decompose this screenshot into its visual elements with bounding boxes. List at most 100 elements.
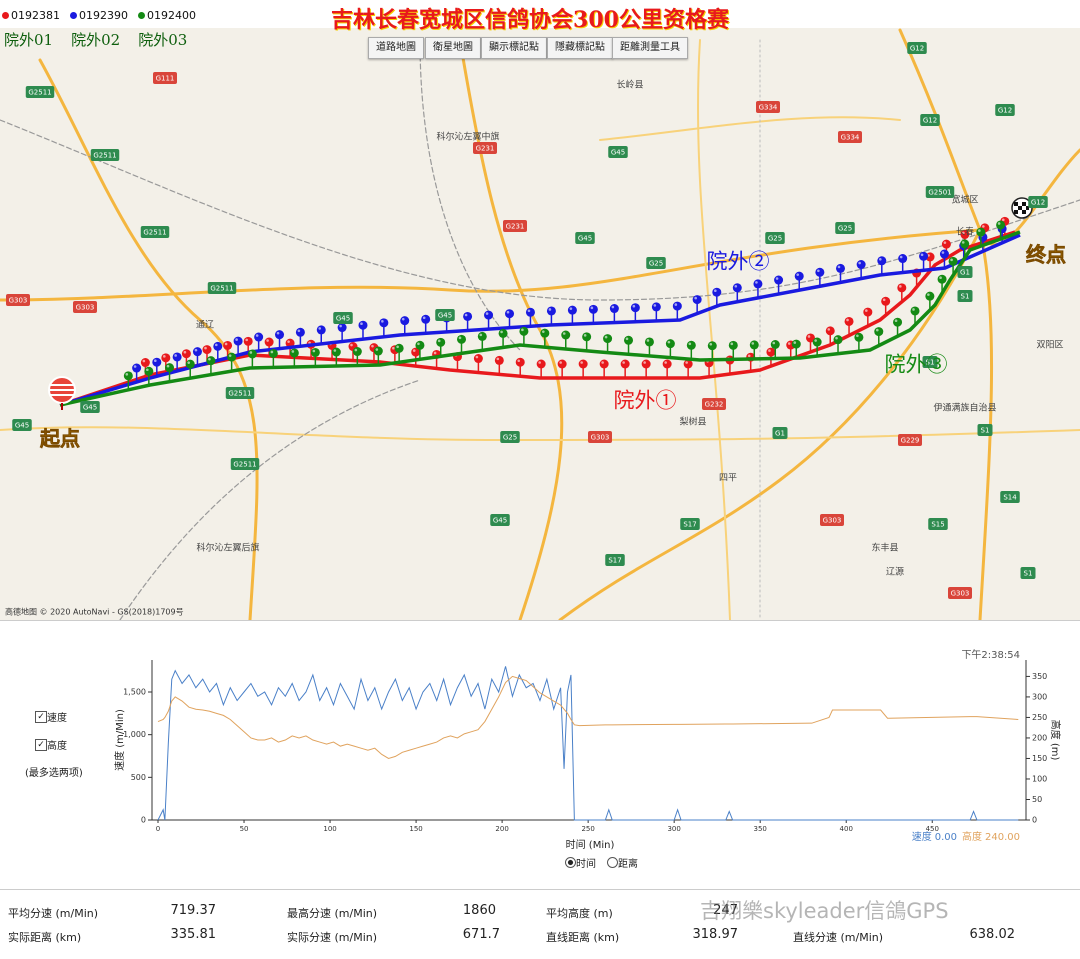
pin bbox=[937, 274, 947, 284]
map-button[interactable]: 衛星地圖 bbox=[425, 37, 481, 59]
pin bbox=[264, 337, 274, 347]
road-label: G25 bbox=[838, 225, 852, 233]
pin-shine bbox=[371, 344, 374, 348]
pin bbox=[498, 328, 508, 338]
pin bbox=[540, 328, 550, 338]
finish-icon bbox=[1011, 197, 1033, 219]
road-shield bbox=[702, 398, 726, 410]
pin-shine bbox=[590, 306, 594, 310]
road-shield bbox=[608, 146, 628, 158]
pin bbox=[897, 283, 907, 293]
place-label: 辽源 bbox=[886, 567, 904, 578]
pin-shine bbox=[688, 342, 692, 346]
map-button[interactable]: 道路地圖 bbox=[368, 37, 424, 59]
radio-dot bbox=[565, 857, 576, 868]
road-label: G1 bbox=[960, 269, 970, 277]
chart-panel bbox=[0, 620, 1080, 890]
pin-shine bbox=[646, 339, 650, 342]
pin bbox=[836, 263, 846, 273]
road-label: G12 bbox=[998, 107, 1012, 115]
road-label: G334 bbox=[759, 104, 778, 112]
pin bbox=[213, 341, 223, 351]
map-button[interactable]: 隱藏標記點 bbox=[547, 37, 613, 59]
checkbox[interactable]: ✓ 速度 bbox=[35, 709, 67, 724]
road-shield bbox=[1020, 567, 1036, 579]
road-label: G12 bbox=[923, 117, 937, 125]
pin bbox=[557, 359, 567, 369]
road-label: G2511 bbox=[228, 390, 251, 398]
pin bbox=[833, 335, 843, 345]
road-label: G25 bbox=[503, 434, 517, 442]
pin-shine bbox=[601, 361, 604, 364]
pin bbox=[172, 352, 182, 362]
road-shield bbox=[1028, 196, 1048, 208]
pin bbox=[473, 354, 483, 364]
road-shield bbox=[12, 419, 32, 431]
y2-tick-label: 200 bbox=[1032, 733, 1047, 742]
road-shield bbox=[925, 186, 955, 198]
pin bbox=[140, 358, 150, 368]
road-label: G303 bbox=[823, 517, 842, 525]
pin-shine bbox=[768, 349, 771, 352]
radio[interactable]: 距离 bbox=[607, 855, 638, 870]
pin bbox=[925, 291, 935, 301]
pin bbox=[686, 340, 696, 350]
title: 吉林长春宽城区信鸽协会300公里资格赛 bbox=[331, 7, 729, 33]
pin bbox=[337, 323, 347, 333]
map-bg bbox=[0, 0, 1080, 620]
pin bbox=[881, 296, 891, 306]
y-tick-label: 500 bbox=[131, 773, 146, 782]
road-shield bbox=[907, 42, 927, 54]
road-label: G303 bbox=[591, 434, 610, 442]
map-button[interactable]: 顯示標記點 bbox=[481, 37, 547, 59]
x-tick-label: 0 bbox=[156, 825, 160, 833]
x-tick-label: 400 bbox=[840, 825, 853, 833]
stat-value: 719.37 bbox=[170, 903, 217, 918]
pin bbox=[825, 326, 835, 336]
road-shield bbox=[765, 232, 785, 244]
map: 起点 终点 高德地图 © 2020 AutoNavi - GS(2018)170… bbox=[0, 0, 1080, 620]
pin-shine bbox=[266, 339, 269, 342]
pin bbox=[791, 339, 801, 349]
readout-part: 高度 bbox=[962, 830, 982, 843]
pin-shine bbox=[927, 293, 930, 296]
radio[interactable]: 时间 bbox=[565, 855, 596, 870]
pin-shine bbox=[1001, 218, 1005, 222]
attribution: 高德地图 © 2020 AutoNavi - GS(2018)1709号 bbox=[5, 607, 184, 617]
pin-shine bbox=[674, 303, 678, 306]
pin-shine bbox=[734, 284, 738, 288]
road-label: G231 bbox=[506, 223, 525, 231]
pin-shine bbox=[249, 351, 253, 354]
series-line bbox=[157, 666, 1019, 821]
legend-item: 0192400 bbox=[136, 9, 196, 22]
pin bbox=[331, 347, 341, 357]
pin-shine bbox=[899, 285, 902, 288]
pin-shine bbox=[879, 258, 882, 261]
checkbox[interactable]: ✓ 高度 bbox=[35, 737, 67, 752]
legend-item: 0192381 bbox=[0, 9, 60, 22]
pin-shine bbox=[538, 361, 541, 364]
pin bbox=[484, 310, 494, 320]
pin-shine bbox=[920, 253, 924, 257]
team-labels: 院外01 院外02 院外03 bbox=[4, 29, 205, 50]
pin bbox=[561, 330, 571, 340]
map-button[interactable]: 距離測量工具 bbox=[612, 37, 688, 59]
readout: 速度 0.00 高度 240.00 bbox=[912, 830, 1020, 843]
pin-shine bbox=[208, 357, 211, 361]
chart: 0 500 1,000 1,500 0 50 100 150 200 250 300 350 0 50 10… bbox=[113, 648, 1062, 851]
pin-shine bbox=[433, 351, 437, 355]
pin bbox=[620, 359, 630, 369]
x-tick-label: 150 bbox=[409, 825, 422, 833]
pin-shine bbox=[163, 355, 166, 358]
pin-shine bbox=[962, 231, 965, 235]
legend-id: 0192381 bbox=[11, 9, 60, 22]
pin bbox=[161, 353, 171, 363]
road-shield bbox=[680, 518, 700, 530]
pin-shine bbox=[978, 229, 981, 232]
road-label: G25 bbox=[649, 260, 663, 268]
pin bbox=[662, 359, 672, 369]
pin-shine bbox=[846, 318, 849, 322]
pin-shine bbox=[224, 342, 228, 346]
road-shield bbox=[73, 301, 97, 313]
pin bbox=[603, 334, 613, 344]
